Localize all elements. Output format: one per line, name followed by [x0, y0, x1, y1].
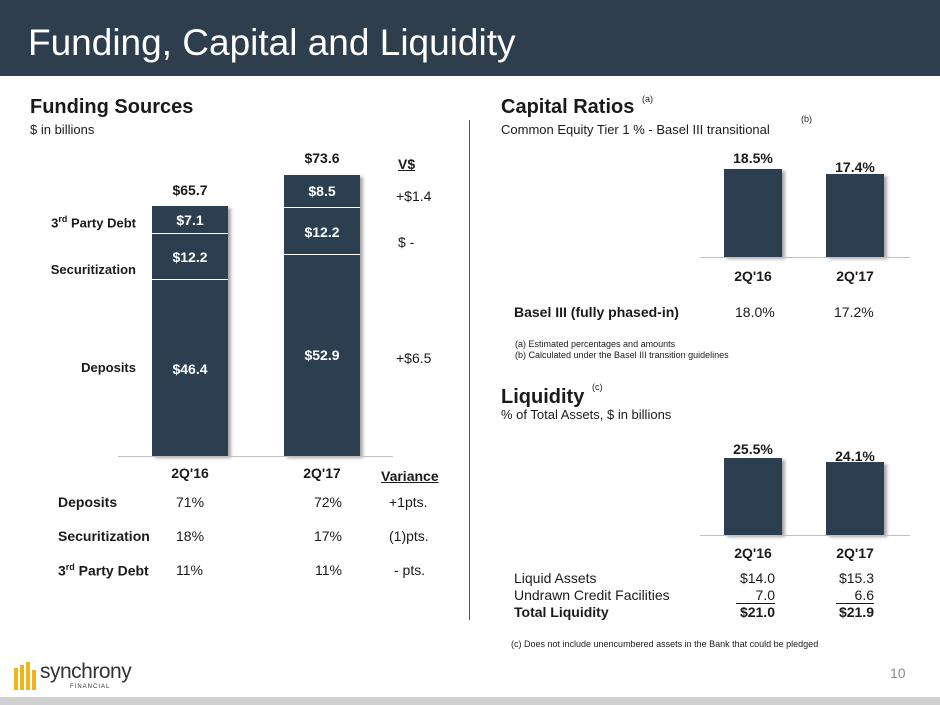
label-securitization: Securitization [50, 262, 136, 277]
table-cell: 11% [315, 562, 342, 578]
page-number: 10 [890, 665, 906, 681]
label-third-party-debt: 3rd Party Debt [51, 214, 136, 231]
liquidity-title-note: (c) [592, 382, 603, 392]
bar-total: $65.7 [172, 182, 208, 198]
table-cell: 71% [176, 494, 205, 510]
table-row-label: Deposits [58, 494, 118, 510]
stacked-bar-2q17: $8.5 $12.2 $52.9 [284, 175, 360, 456]
bar-value: 25.5% [733, 441, 773, 457]
variance-header: Variance [381, 468, 439, 484]
bar-total: $73.6 [304, 150, 340, 166]
bar-value: 24.1% [835, 448, 875, 464]
table-row-label: 3rd Party Debt [58, 562, 149, 579]
capital-bar-2q16 [724, 169, 782, 257]
capital-title: Capital Ratios [501, 96, 635, 118]
liquidity-title: Liquidity [501, 386, 585, 408]
liquidity-bar-2q17 [826, 462, 884, 535]
table-cell: 18% [176, 528, 205, 544]
synchrony-logo: synchrony FINANCIAL [12, 660, 132, 692]
bar-value: 18.5% [733, 150, 773, 166]
x-label: 2Q'17 [836, 268, 874, 284]
bar-segment-securitization: $12.2 [284, 207, 360, 254]
liquidity-axis [700, 535, 910, 536]
footnote-c: (c) Does not include unencumbered assets… [511, 639, 819, 649]
change-third-party-debt: +$1.4 [396, 188, 432, 204]
footer-bar [0, 697, 940, 705]
table-cell: 17% [313, 528, 342, 544]
capital-title-note: (a) [642, 94, 653, 104]
section-divider [469, 120, 470, 620]
bar-segment-deposits: $52.9 [284, 253, 360, 456]
liquidity-row-label: Total Liquidity [514, 604, 609, 620]
funding-subtitle: $ in billions [30, 122, 95, 137]
change-deposits: +$6.5 [396, 350, 432, 366]
capital-subtitle: Common Equity Tier 1 % - Basel III trans… [501, 122, 770, 137]
liquidity-cell: $15.3 [838, 570, 874, 586]
table-cell: 72% [313, 494, 342, 510]
label-deposits: Deposits [81, 360, 136, 375]
liquidity-row-label: Undrawn Credit Facilities [514, 587, 670, 603]
x-label: 2Q'16 [734, 268, 772, 284]
table-cell: (1)pts. [389, 528, 429, 544]
change-securitization: $ - [398, 234, 415, 250]
bar-segment-deposits: $46.4 [152, 279, 228, 457]
x-label: 2Q'16 [734, 545, 772, 561]
footnote-b: (b) Calculated under the Basel III trans… [515, 350, 729, 360]
liquidity-subtitle: % of Total Assets, $ in billions [501, 407, 672, 422]
liquidity-cell: $21.9 [838, 604, 874, 620]
funding-title: Funding Sources [30, 96, 194, 118]
bar-segment-securitization: $12.2 [152, 233, 228, 280]
capital-axis [700, 257, 910, 258]
vs-header: V$ [398, 156, 416, 172]
logo-tagline: FINANCIAL [70, 684, 111, 690]
basel-fully-phased-2q16: 18.0% [735, 304, 775, 320]
liquidity-cell: 6.6 [836, 587, 874, 604]
logo-mark-icon [14, 662, 36, 690]
basel-fully-phased-label: Basel III (fully phased-in) [514, 304, 679, 320]
table-cell: 11% [176, 562, 203, 578]
x-label: 2Q'17 [303, 465, 341, 481]
stacked-bar-2q16: $7.1 $12.2 $46.4 [152, 206, 228, 456]
table-cell: - pts. [394, 562, 426, 578]
funding-axis [118, 456, 393, 457]
liquidity-row-label: Liquid Assets [514, 570, 597, 586]
x-label: 2Q'16 [171, 465, 209, 481]
basel-fully-phased-2q17: 17.2% [834, 304, 874, 320]
bar-segment-third-party-debt: $7.1 [176, 211, 204, 228]
liquidity-bar-2q16 [724, 458, 782, 535]
page-title: Funding, Capital and Liquidity [28, 22, 516, 63]
liquidity-cell: $14.0 [739, 570, 775, 586]
table-cell: +1pts. [389, 494, 428, 510]
bar-value: 17.4% [835, 159, 875, 175]
liquidity-cell: 7.0 [736, 587, 775, 604]
logo-wordmark: synchrony [40, 660, 132, 683]
capital-subtitle-note: (b) [801, 114, 812, 124]
capital-bar-2q17 [826, 174, 884, 257]
x-label: 2Q'17 [836, 545, 874, 561]
liquidity-cell: $21.0 [739, 604, 775, 620]
footnote-a: (a) Estimated percentages and amounts [515, 339, 676, 349]
table-row-label: Securitization [58, 528, 150, 544]
title-bar [0, 0, 940, 76]
bar-segment-third-party-debt: $8.5 [308, 183, 336, 200]
